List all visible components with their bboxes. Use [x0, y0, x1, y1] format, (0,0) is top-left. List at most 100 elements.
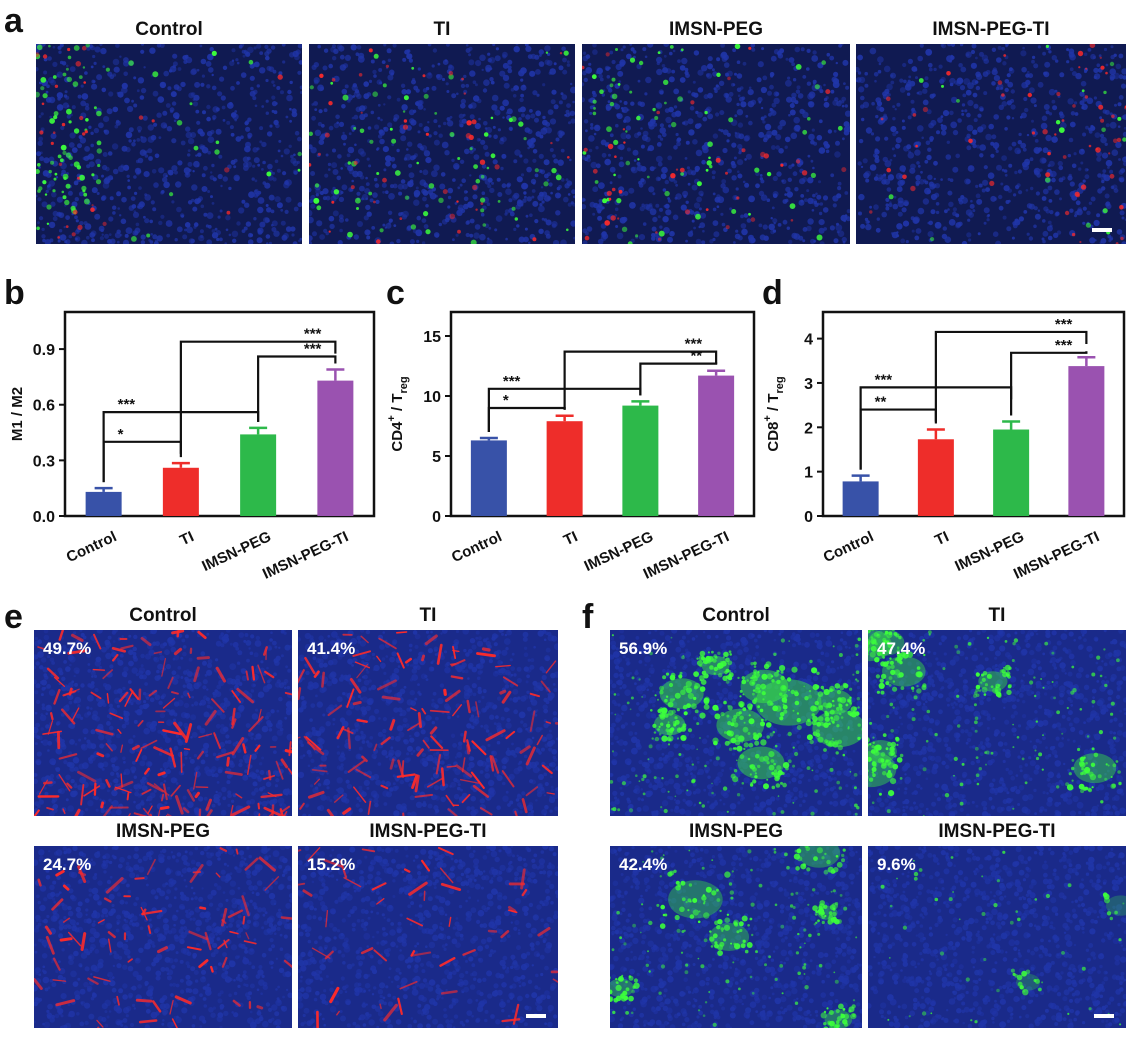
bar-ti — [917, 439, 954, 516]
micrograph-e-imsn-peg-ti: 15.2% — [298, 846, 558, 1028]
bar-imsn-peg — [240, 434, 277, 516]
significance-label: *** — [503, 373, 521, 390]
scale-bar — [1092, 228, 1112, 232]
bar-imsn-peg-ti — [698, 375, 735, 516]
y-axis-label: CD4+ / Treg — [386, 376, 410, 451]
y-tick-label: 2 — [804, 420, 813, 437]
significance-label: * — [503, 392, 509, 409]
percent-label: 49.7% — [43, 639, 92, 658]
significance-bracket — [257, 355, 337, 422]
bar-imsn-peg-ti — [317, 380, 354, 516]
percent-label: 9.6% — [877, 855, 916, 874]
significance-label: ** — [875, 394, 887, 411]
micrograph-texture — [34, 846, 292, 1028]
plot-frame — [449, 310, 756, 518]
x-tick-label: IMSN-PEG-TI — [260, 528, 351, 582]
micrograph-a-imsn-peg — [582, 44, 850, 244]
x-tick-label: TI — [177, 528, 196, 549]
scale-bar — [1094, 1014, 1114, 1018]
bar-imsn-peg — [622, 405, 659, 516]
y-tick-label: 0.3 — [33, 453, 55, 470]
panel-label-b: b — [4, 274, 25, 312]
panel-f-title-control: Control — [702, 605, 770, 626]
y-tick-label: 0.6 — [33, 398, 55, 415]
panel-e-title-imsn-peg-ti: IMSN-PEG-TI — [369, 821, 487, 842]
x-tick-label: TI — [561, 528, 580, 549]
percent-label: 15.2% — [307, 855, 356, 874]
significance-label: * — [118, 426, 124, 443]
x-tick-label: Control — [821, 528, 877, 566]
panel-label-e: e — [4, 598, 23, 636]
panel-f-title-ti: TI — [988, 605, 1006, 626]
y-tick-label: 4 — [804, 332, 813, 349]
panel-a-title-imsn-peg-ti: IMSN-PEG-TI — [932, 19, 1050, 40]
y-axis-label: M1 / M2 — [9, 387, 26, 441]
x-tick-label: Control — [449, 528, 505, 566]
significance-bracket — [1010, 351, 1088, 416]
micrograph-f-imsn-peg: 42.4% — [610, 846, 862, 1028]
significance-label: *** — [304, 341, 322, 358]
panel-label-d: d — [762, 274, 783, 312]
scale-bar — [526, 1014, 546, 1018]
panel-e-title-imsn-peg: IMSN-PEG — [116, 821, 210, 842]
y-tick-label: 0.0 — [33, 509, 55, 526]
micrograph-texture — [309, 44, 575, 244]
micrograph-texture — [34, 630, 292, 816]
y-tick-label: 3 — [804, 376, 813, 393]
significance-label: ** — [690, 348, 702, 365]
micrograph-e-control: 49.7% — [34, 630, 292, 816]
panel-label-a: a — [4, 2, 23, 40]
micrograph-e-ti: 41.4% — [298, 630, 558, 816]
micrograph-f-imsn-peg-ti: 9.6% — [868, 846, 1126, 1028]
panel-label-f: f — [582, 598, 594, 636]
significance-bracket — [179, 340, 337, 458]
significance-label: *** — [1055, 316, 1073, 333]
panel-e-title-control: Control — [129, 605, 197, 626]
bar-ti — [162, 467, 199, 516]
panel-a-title-control: Control — [135, 19, 203, 40]
bar-control — [470, 440, 507, 516]
bar-imsn-peg — [993, 429, 1030, 516]
micrograph-a-ti — [309, 44, 575, 244]
significance-bracket — [639, 362, 718, 396]
micrograph-texture — [610, 846, 862, 1028]
micrograph-texture — [36, 44, 302, 244]
micrograph-a-imsn-peg-ti — [856, 44, 1126, 244]
y-tick-label: 10 — [423, 389, 441, 406]
y-tick-label: 0 — [432, 509, 441, 526]
y-tick-label: 1 — [804, 465, 813, 482]
percent-label: 56.9% — [619, 639, 668, 658]
bar-ti — [546, 421, 583, 516]
significance-bracket — [563, 350, 718, 410]
y-axis-label: CD8+ / Treg — [762, 376, 786, 451]
panel-label-c: c — [386, 274, 405, 312]
x-tick-label: IMSN-PEG-TI — [641, 528, 732, 582]
panel-e-title-ti: TI — [419, 605, 437, 626]
percent-label: 42.4% — [619, 855, 668, 874]
significance-label: *** — [304, 326, 322, 343]
significance-label: *** — [118, 396, 136, 413]
significance-bracket — [934, 330, 1088, 424]
micrograph-e-imsn-peg: 24.7% — [34, 846, 292, 1028]
significance-label: *** — [685, 336, 703, 353]
micrograph-texture — [856, 44, 1126, 244]
x-tick-label: TI — [932, 528, 951, 549]
panel-a-title-imsn-peg: IMSN-PEG — [669, 19, 763, 40]
bar-control — [842, 481, 879, 516]
significance-label: *** — [1055, 337, 1073, 354]
percent-label: 41.4% — [307, 639, 356, 658]
percent-label: 24.7% — [43, 855, 92, 874]
bar-control — [85, 491, 122, 516]
panel-a-title-ti: TI — [433, 19, 451, 40]
percent-label: 47.4% — [877, 639, 926, 658]
micrograph-texture — [298, 846, 558, 1028]
y-tick-label: 15 — [423, 329, 441, 346]
micrograph-texture — [298, 630, 558, 816]
bar-imsn-peg-ti — [1068, 366, 1105, 516]
micrograph-a-control — [36, 44, 302, 244]
x-tick-label: Control — [64, 528, 120, 566]
y-tick-label: 0.9 — [33, 342, 55, 359]
